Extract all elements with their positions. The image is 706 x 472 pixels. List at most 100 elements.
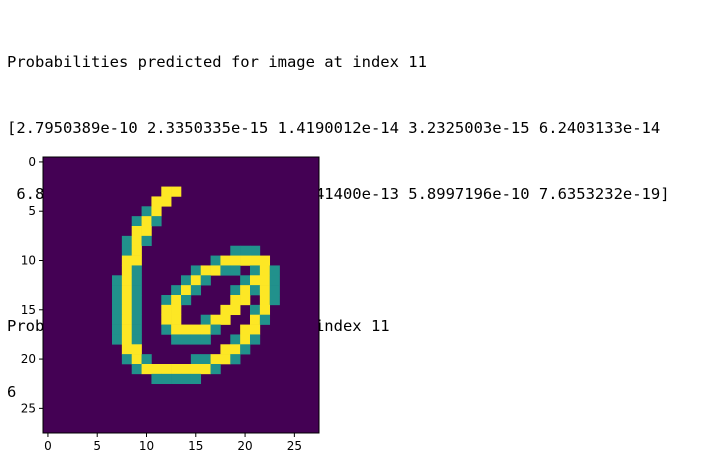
pixel-cell	[250, 334, 261, 345]
pixel-cell	[131, 255, 142, 266]
pixel-cell	[171, 373, 182, 385]
pixel-cell	[210, 354, 221, 365]
pixel-cell	[121, 245, 133, 256]
pixel-cell	[181, 364, 192, 375]
pixel-cell	[131, 245, 142, 256]
pixel-cell	[171, 285, 182, 296]
pixel-cell	[250, 314, 261, 325]
pixel-cell	[161, 314, 172, 325]
pixel-cell	[190, 364, 202, 375]
pixel-cell	[171, 324, 182, 335]
pixel-cell	[161, 295, 172, 306]
pixel-cell	[112, 295, 123, 306]
pixel-cell	[200, 334, 211, 345]
pixel-cell	[220, 354, 231, 365]
pixel-cell	[200, 354, 211, 365]
pixel-cell	[112, 314, 123, 325]
pixel-cell	[240, 344, 251, 355]
pixel-cell	[190, 373, 202, 385]
pixel-cell	[190, 354, 202, 365]
pixel-cell	[171, 304, 182, 316]
pixel-cell	[259, 295, 271, 306]
pixel-cell	[220, 304, 231, 316]
pixel-cell	[171, 314, 182, 325]
pixel-cell	[121, 344, 133, 355]
pixel-cell	[230, 295, 241, 306]
pixel-cell	[171, 364, 182, 375]
pixel-cell	[181, 373, 192, 385]
pixel-cell	[161, 196, 172, 207]
pixel-cell	[240, 334, 251, 345]
pixel-cell	[259, 304, 271, 316]
pixel-cell	[240, 295, 251, 306]
pixel-cell	[131, 226, 142, 237]
y-tick-label: 0	[28, 155, 36, 169]
pixel-cell	[181, 275, 192, 286]
pixel-cell	[210, 324, 221, 335]
output-line-class-value: 6	[7, 383, 17, 401]
pixel-cell	[161, 324, 172, 335]
pixel-cell	[171, 295, 182, 306]
pixel-cell	[151, 373, 162, 385]
pixel-cell	[131, 344, 142, 355]
pixel-cell	[151, 216, 162, 227]
pixel-cell	[121, 285, 133, 296]
pixel-cell	[141, 364, 152, 375]
pixel-cell	[131, 265, 142, 276]
y-tick-label: 10	[21, 254, 36, 268]
pixel-cell	[151, 364, 162, 375]
pixel-cell	[141, 216, 152, 227]
pixel-cell	[190, 324, 202, 335]
pixel-cell	[141, 206, 152, 217]
pixel-cell	[112, 275, 123, 286]
pixel-cell	[121, 334, 133, 345]
pixel-cell	[259, 265, 271, 276]
pixel-cell	[181, 324, 192, 335]
pixel-cell	[141, 226, 152, 237]
pixel-cell	[269, 275, 280, 286]
pixel-cell	[121, 304, 133, 316]
pixel-cell	[250, 285, 261, 296]
pixel-cell	[230, 265, 241, 276]
pixel-cell	[240, 275, 251, 286]
x-tick-label: 20	[237, 439, 252, 453]
pixel-cell	[190, 275, 202, 286]
plot-frame	[42, 156, 320, 434]
pixel-cell	[121, 275, 133, 286]
pixel-cell	[171, 334, 182, 345]
output-line-probs-1: [2.7950389e-10 2.3350335e-15 1.4190012e-…	[7, 119, 661, 137]
pixel-cell	[131, 354, 142, 365]
pixel-cell	[230, 304, 241, 316]
y-tick-label: 20	[21, 352, 36, 366]
pixel-cell	[200, 364, 211, 375]
pixel-cell	[112, 324, 123, 335]
pixel-cell	[161, 186, 172, 197]
pixel-cell	[250, 255, 261, 266]
pixel-cell	[230, 344, 241, 355]
y-tick-label: 15	[21, 303, 36, 317]
y-tick-label: 5	[28, 204, 36, 218]
pixel-cell	[230, 334, 241, 345]
x-tick-label: 5	[93, 439, 101, 453]
pixel-cell	[269, 295, 280, 306]
pixel-cell	[220, 344, 231, 355]
pixel-cell	[131, 216, 142, 227]
pixel-cell	[171, 186, 182, 197]
pixel-cell	[131, 364, 142, 375]
pixel-cell	[181, 295, 192, 306]
x-axis: 0 5 10 15 20 25	[44, 433, 302, 453]
pixel-cell	[200, 314, 211, 325]
x-tick-label: 15	[188, 439, 203, 453]
pixel-cell	[161, 373, 172, 385]
pixel-cell	[220, 255, 231, 266]
pixel-cell	[230, 255, 241, 266]
pixel-cell	[161, 364, 172, 375]
pixel-cell	[151, 196, 162, 207]
pixel-cell	[121, 255, 133, 266]
pixel-cell	[259, 314, 271, 325]
pixel-cell	[240, 285, 251, 296]
y-axis: 0 5 10 15 20 25	[21, 155, 43, 415]
pixel-cell	[269, 285, 280, 296]
pixel-cell	[190, 265, 202, 276]
